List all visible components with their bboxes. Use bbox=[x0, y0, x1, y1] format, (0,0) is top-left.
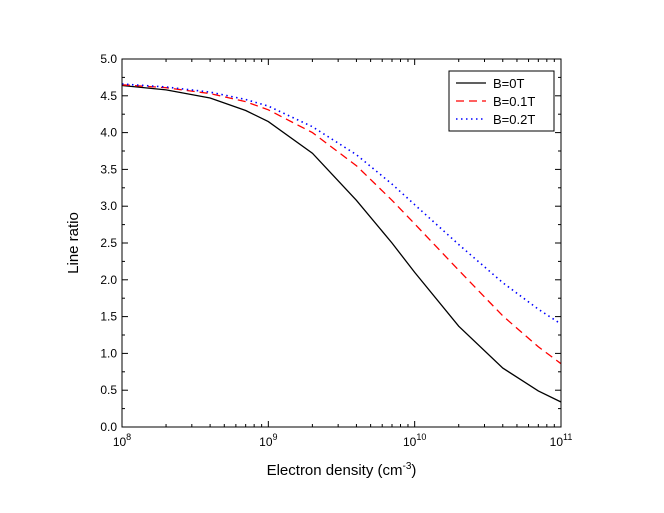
x-tick-label: 1010 bbox=[403, 432, 426, 449]
legend-label: B=0.2T bbox=[493, 112, 535, 127]
y-tick-label: 2.5 bbox=[100, 236, 117, 250]
y-tick-label: 3.5 bbox=[100, 162, 117, 176]
y-tick-label: 4.0 bbox=[100, 126, 117, 140]
y-tick-label: 0.0 bbox=[100, 420, 117, 434]
y-tick-label: 1.0 bbox=[100, 346, 117, 360]
y-tick-label: 5.0 bbox=[100, 52, 117, 66]
x-axis-title: Electron density (cm-3) bbox=[267, 461, 417, 479]
x-tick-label: 109 bbox=[259, 432, 277, 449]
legend: B=0T B=0.1T B=0.2T bbox=[448, 70, 555, 132]
x-tick-label: 108 bbox=[113, 432, 131, 449]
series-line-1 bbox=[121, 84, 562, 365]
y-axis-title: Line ratio bbox=[65, 212, 82, 274]
legend-box bbox=[448, 70, 555, 132]
y-tick-label: 0.5 bbox=[100, 383, 117, 397]
y-tick-label: 2.0 bbox=[100, 273, 117, 287]
y-tick-label: 3.0 bbox=[100, 199, 117, 213]
x-tick-label: 1011 bbox=[550, 432, 573, 449]
y-tick-label: 1.5 bbox=[100, 310, 117, 324]
y-tick-label: 4.5 bbox=[100, 89, 117, 103]
legend-label: B=0T bbox=[493, 76, 524, 91]
series-line-0 bbox=[121, 84, 562, 403]
legend-label: B=0.1T bbox=[493, 94, 535, 109]
